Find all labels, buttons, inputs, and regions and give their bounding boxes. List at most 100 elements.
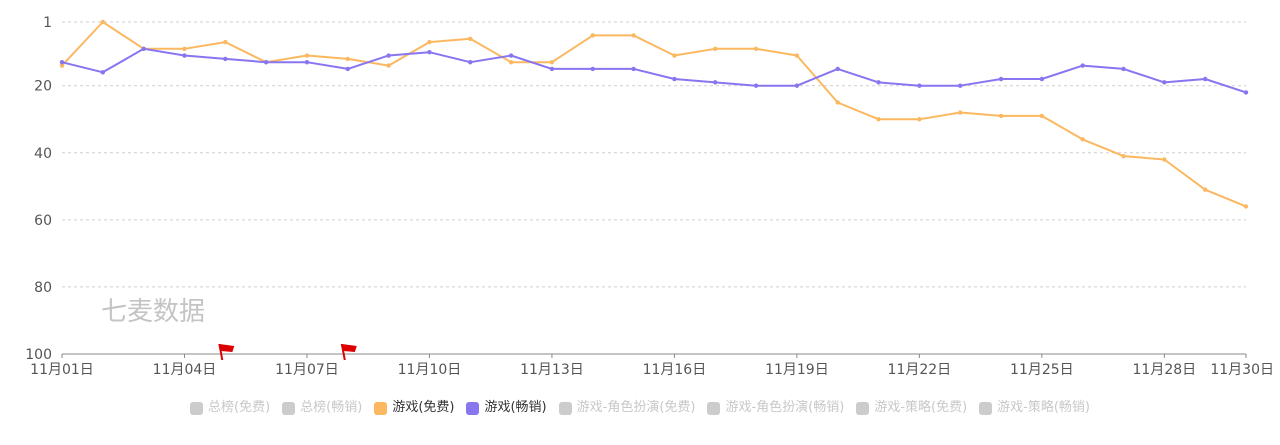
legend-swatch [466, 401, 480, 415]
data-point[interactable] [794, 53, 800, 58]
series-line [61, 21, 1247, 208]
legend-label: 游戏-角色扮演(畅销) [725, 400, 845, 415]
data-point[interactable] [182, 53, 187, 58]
data-point[interactable] [713, 80, 718, 85]
x-tick-label: 11月28日 [1133, 362, 1197, 378]
rank-trend-chart: 1 20 40 60 80 100 七麦数据 11月01日 11月04日 11月07日 11月1… [25, 15, 1274, 378]
flag-cloth [219, 344, 235, 352]
data-point[interactable] [549, 66, 555, 72]
data-point[interactable] [304, 53, 310, 58]
x-tick-label: 11月25日 [1010, 362, 1074, 378]
data-point[interactable] [1121, 153, 1126, 159]
legend-label: 游戏-策略(免费) [874, 400, 968, 415]
legend: 总榜(免费) 总榜(畅销) 游戏(免费) 游戏(畅销) 游戏-角色扮演(免费) 游戏-角色… [0, 396, 1280, 420]
data-point[interactable] [672, 53, 677, 58]
data-point[interactable] [468, 36, 473, 41]
data-point[interactable] [835, 66, 840, 72]
series-group [59, 19, 1249, 209]
legend-swatch [282, 401, 296, 415]
legend-item[interactable]: 游戏-策略(免费) [856, 400, 967, 416]
data-point[interactable] [672, 76, 677, 82]
data-point[interactable] [1080, 63, 1085, 68]
data-point[interactable] [713, 46, 718, 52]
legend-item[interactable]: 游戏-策略(畅销) [979, 400, 1090, 416]
data-point[interactable] [753, 46, 759, 52]
data-point[interactable] [182, 46, 187, 52]
data-point[interactable] [427, 39, 432, 45]
data-point[interactable] [223, 56, 228, 62]
legend-item[interactable]: 游戏-角色扮演(畅销) [707, 400, 844, 416]
data-point[interactable] [100, 70, 106, 75]
legend-item[interactable]: 游戏(畅销) [466, 400, 547, 416]
data-point[interactable] [958, 110, 963, 115]
legend-swatch [558, 401, 572, 415]
data-point[interactable] [1039, 113, 1045, 119]
x-tick-label: 11月07日 [275, 362, 339, 378]
data-point[interactable] [794, 83, 800, 88]
legend-swatch [190, 401, 203, 415]
data-point[interactable] [345, 66, 350, 72]
watermark-text: 七麦数据 [101, 297, 205, 327]
data-point[interactable] [1121, 66, 1126, 72]
data-point[interactable] [59, 63, 65, 68]
data-point[interactable] [345, 56, 350, 62]
data-point[interactable] [508, 53, 514, 58]
legend-item[interactable]: 游戏(免费) [374, 400, 454, 416]
legend-swatch [374, 401, 388, 415]
data-point[interactable] [631, 66, 636, 72]
x-tick-label: 11月10日 [398, 362, 462, 378]
legend-item[interactable]: 总榜(免费) [190, 400, 270, 416]
data-point[interactable] [590, 66, 595, 72]
data-point[interactable] [835, 100, 840, 105]
data-point[interactable] [1039, 76, 1045, 82]
data-point[interactable] [998, 76, 1004, 82]
data-point[interactable] [468, 60, 473, 65]
data-point[interactable] [1243, 204, 1249, 209]
legend-label: 总榜(免费) [208, 400, 271, 415]
legend-swatch [856, 401, 870, 415]
y-tick-label: 80 [34, 280, 52, 296]
data-point[interactable] [631, 33, 636, 38]
data-point[interactable] [998, 113, 1004, 119]
data-point[interactable] [1162, 157, 1167, 162]
data-point[interactable] [876, 117, 881, 122]
y-tick-label: 100 [25, 347, 52, 363]
flag-cloth [341, 344, 357, 352]
flag-marker[interactable] [340, 343, 357, 361]
data-point[interactable] [917, 117, 922, 122]
data-point[interactable] [1080, 137, 1085, 142]
data-point[interactable] [223, 39, 228, 45]
legend-item[interactable]: 总榜(畅销) [282, 400, 362, 416]
data-point[interactable] [263, 60, 269, 65]
y-axis-ticks: 1 20 40 60 80 100 [25, 15, 52, 363]
data-point[interactable] [1243, 90, 1249, 95]
data-point[interactable] [549, 60, 555, 65]
flag-pole [340, 343, 346, 361]
data-point[interactable] [59, 60, 65, 65]
series-line [61, 47, 1247, 94]
data-point[interactable] [427, 49, 432, 55]
y-tick-label: 40 [34, 146, 52, 162]
data-point[interactable] [958, 83, 963, 88]
data-point[interactable] [508, 60, 514, 65]
data-point[interactable] [1202, 76, 1208, 82]
data-point[interactable] [876, 80, 881, 85]
data-point[interactable] [386, 53, 391, 58]
flag-marker[interactable] [218, 343, 235, 361]
data-point[interactable] [304, 60, 310, 65]
legend-swatch [707, 401, 721, 415]
data-point[interactable] [1202, 187, 1208, 192]
flag-pole [218, 343, 224, 361]
data-point[interactable] [141, 46, 146, 52]
legend-label: 游戏-角色扮演(免费) [576, 400, 696, 415]
data-point[interactable] [1162, 80, 1167, 85]
y-tick-label: 20 [34, 79, 52, 95]
data-point[interactable] [753, 83, 759, 88]
data-point[interactable] [590, 33, 595, 38]
data-point[interactable] [386, 63, 391, 68]
data-point[interactable] [100, 19, 106, 25]
legend-item[interactable]: 游戏-角色扮演(免费) [558, 400, 696, 416]
x-tick-label: 11月30日 [1210, 362, 1274, 378]
series-group [59, 46, 1249, 95]
data-point[interactable] [917, 83, 922, 88]
